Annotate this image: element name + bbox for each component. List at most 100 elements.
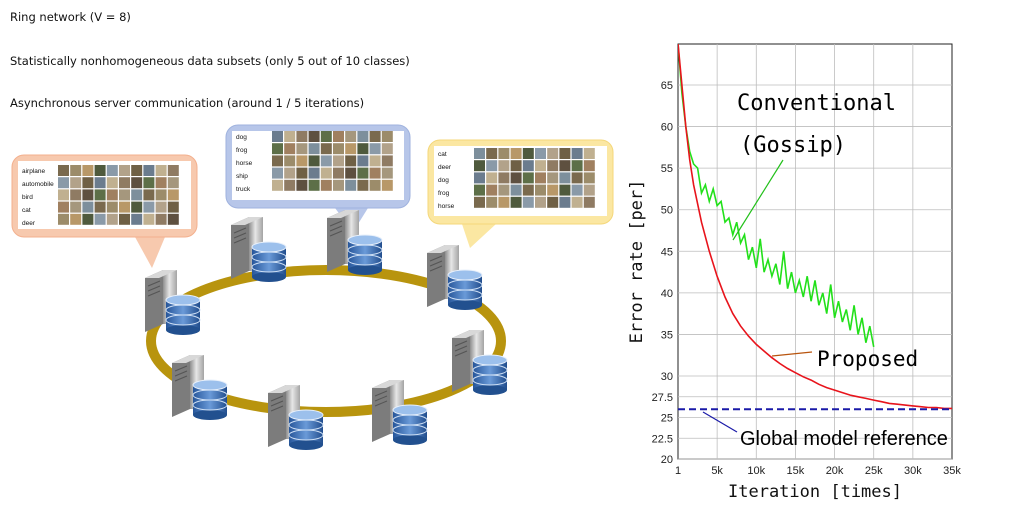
image-thumbnail bbox=[320, 167, 332, 179]
image-thumbnail bbox=[143, 165, 155, 176]
y-tick-label: 50 bbox=[661, 205, 673, 217]
db-ring bbox=[447, 289, 483, 301]
image-thumbnail bbox=[381, 155, 393, 167]
image-thumbnail bbox=[272, 167, 283, 179]
server-slot bbox=[233, 237, 247, 244]
image-thumbnail bbox=[486, 148, 498, 159]
image-thumbnail bbox=[131, 189, 143, 201]
server-slot bbox=[270, 395, 284, 402]
image-thumbnail bbox=[571, 148, 583, 159]
ring-link bbox=[146, 265, 506, 417]
image-thumbnail bbox=[58, 213, 69, 225]
image-thumbnail bbox=[486, 172, 498, 184]
image-thumbnail bbox=[474, 172, 485, 184]
x-axis-label: Iteration [times] bbox=[728, 482, 902, 502]
class-label: ship bbox=[236, 173, 248, 180]
image-thumbnail bbox=[369, 179, 381, 191]
server-top bbox=[452, 330, 484, 338]
db-top bbox=[192, 379, 228, 391]
database-icon bbox=[347, 234, 383, 275]
image-thumbnail bbox=[167, 165, 179, 176]
annotation-pointer-global bbox=[702, 411, 738, 433]
db-ring bbox=[392, 424, 428, 436]
server-side bbox=[452, 330, 470, 392]
image-thumbnail bbox=[308, 167, 320, 179]
class-label: horse bbox=[438, 203, 455, 210]
image-thumbnail bbox=[308, 143, 320, 155]
image-thumbnail bbox=[381, 167, 393, 179]
y-tick-label: 25 bbox=[661, 413, 673, 425]
image-thumbnail bbox=[522, 160, 534, 172]
image-thumbnail bbox=[486, 196, 498, 208]
image-thumbnail bbox=[119, 213, 130, 225]
image-thumbnail bbox=[357, 167, 369, 179]
image-thumbnail bbox=[320, 155, 332, 167]
y-tick-label: 40 bbox=[661, 288, 673, 300]
database-icon bbox=[392, 404, 428, 445]
image-thumbnail bbox=[119, 177, 130, 189]
db-bottom bbox=[289, 440, 323, 450]
database-icon bbox=[447, 269, 483, 310]
bubble-tail bbox=[135, 237, 165, 268]
image-thumbnail bbox=[308, 131, 320, 142]
image-thumbnail bbox=[272, 155, 283, 167]
image-thumbnail bbox=[498, 172, 510, 184]
series-line bbox=[678, 44, 875, 348]
db-ring bbox=[165, 314, 201, 326]
image-thumbnail bbox=[498, 160, 510, 172]
image-thumbnail bbox=[296, 167, 308, 179]
class-label: cat bbox=[22, 207, 31, 214]
db-ring bbox=[472, 374, 508, 386]
server-side bbox=[231, 217, 249, 279]
image-thumbnail bbox=[510, 148, 522, 159]
image-thumbnail bbox=[345, 167, 357, 179]
image-thumbnail bbox=[155, 189, 167, 201]
class-label: deer bbox=[438, 164, 452, 171]
image-thumbnail bbox=[583, 172, 595, 184]
server-side bbox=[172, 355, 190, 417]
image-thumbnail bbox=[272, 179, 283, 191]
db-ring bbox=[347, 254, 383, 266]
db-ring bbox=[251, 261, 287, 273]
image-thumbnail bbox=[58, 189, 69, 201]
image-thumbnail bbox=[522, 196, 534, 208]
image-thumbnail bbox=[357, 131, 369, 142]
image-thumbnail bbox=[155, 177, 167, 189]
image-thumbnail bbox=[498, 184, 510, 196]
image-thumbnail bbox=[70, 213, 82, 225]
image-thumbnail bbox=[559, 196, 571, 208]
image-thumbnail bbox=[559, 184, 571, 196]
image-thumbnail bbox=[70, 201, 82, 213]
server-side bbox=[268, 385, 286, 447]
image-thumbnail bbox=[333, 131, 344, 142]
image-thumbnail bbox=[559, 148, 571, 159]
image-thumbnail bbox=[320, 143, 332, 155]
db-bottom bbox=[166, 325, 200, 335]
image-thumbnail bbox=[58, 177, 69, 189]
server-slot bbox=[454, 350, 468, 357]
image-thumbnail bbox=[119, 189, 130, 201]
server-slot bbox=[429, 265, 443, 272]
image-thumbnail bbox=[296, 131, 308, 142]
database-icon bbox=[192, 379, 228, 420]
server-node bbox=[427, 245, 483, 310]
image-thumbnail bbox=[333, 179, 344, 191]
server-slot bbox=[147, 280, 161, 287]
server-top bbox=[145, 270, 177, 278]
image-thumbnail bbox=[308, 179, 320, 191]
server-node bbox=[372, 380, 428, 445]
image-thumbnail bbox=[284, 155, 296, 167]
caption-async-comm: Asynchronous server communication (aroun… bbox=[10, 96, 365, 110]
image-thumbnail bbox=[106, 213, 118, 225]
image-thumbnail bbox=[272, 131, 283, 142]
bubble-tail bbox=[462, 224, 496, 248]
class-label: frog bbox=[438, 190, 450, 197]
image-thumbnail bbox=[486, 160, 498, 172]
image-thumbnail bbox=[357, 155, 369, 167]
image-thumbnail bbox=[320, 131, 332, 142]
x-tick-label: 10k bbox=[747, 465, 765, 477]
image-thumbnail bbox=[571, 196, 583, 208]
image-thumbnail bbox=[345, 143, 357, 155]
image-thumbnail bbox=[583, 148, 595, 159]
